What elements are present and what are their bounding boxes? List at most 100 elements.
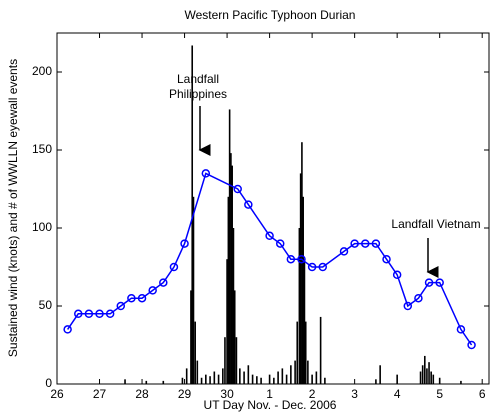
wind-marker (180, 239, 189, 248)
wind-marker (148, 286, 157, 295)
annotation: Landfall (177, 72, 219, 86)
event-bar (315, 371, 318, 384)
wind-marker (275, 239, 285, 248)
x-tick-label: 28 (135, 387, 149, 401)
wind-marker (456, 325, 466, 334)
event-bar (209, 376, 211, 384)
event-bar (247, 365, 250, 384)
chart-title: Western Pacific Typhoon Durian (185, 8, 356, 22)
wind-marker (169, 262, 179, 272)
y-axis-label: Sustained wind (knots) and # of WWLLN ey… (6, 59, 20, 357)
plot-area (63, 45, 476, 384)
event-bar (213, 371, 216, 384)
x-tick-label: 29 (178, 387, 192, 401)
event-bar (460, 380, 462, 384)
event-bar (232, 228, 235, 384)
event-bar (251, 374, 254, 384)
wind-marker (382, 254, 391, 264)
event-bar (124, 379, 126, 384)
wind-marker (339, 247, 349, 256)
event-bar (196, 360, 199, 384)
event-bar (294, 360, 296, 384)
event-bar (191, 45, 194, 384)
event-bar (222, 368, 224, 384)
x-tick-label: 27 (93, 387, 107, 401)
x-axis-label: UT Day Nov. - Dec. 2006 (204, 398, 337, 412)
y-tick-label: 150 (32, 142, 52, 156)
x-tick-label: 5 (436, 387, 443, 401)
event-bar (231, 165, 233, 384)
event-bar (190, 290, 192, 384)
wind-marker (392, 270, 402, 280)
wind-marker (105, 309, 115, 319)
event-bar (145, 380, 148, 384)
event-bar (302, 196, 304, 384)
event-bar (419, 371, 422, 384)
event-bar (192, 196, 195, 384)
wind-marker (159, 278, 168, 287)
wind-marker (233, 184, 242, 194)
wind-marker (414, 293, 423, 303)
wind-marker (244, 200, 253, 209)
wind-marker (297, 254, 306, 264)
x-tick-label: 2 (309, 387, 316, 401)
wind-line (67, 172, 473, 346)
event-bar (230, 153, 232, 384)
annotation: Philippines (169, 87, 227, 101)
event-bar (432, 374, 435, 384)
event-bar (227, 196, 230, 384)
wind-marker (318, 262, 327, 272)
event-bar (296, 321, 299, 384)
axes-frame (56, 32, 490, 385)
event-bar (319, 316, 322, 384)
event-bar (260, 377, 262, 384)
wind-marker (265, 231, 274, 241)
wind-marker (95, 309, 104, 319)
event-bar (194, 321, 196, 384)
event-bar (303, 259, 306, 384)
event-bar (162, 380, 165, 384)
event-bar (243, 371, 245, 384)
y-tick-label: 50 (39, 298, 53, 312)
annotation: Landfall Vietnam (391, 217, 480, 231)
wind-marker (74, 309, 83, 319)
event-bar (430, 371, 432, 384)
event-bar (205, 374, 207, 384)
event-bar (298, 228, 301, 384)
y-tick-label: 100 (32, 220, 52, 234)
wind-marker (424, 278, 434, 287)
event-bar (299, 173, 302, 384)
event-bar (281, 368, 284, 384)
y-tick-label: 0 (45, 376, 52, 390)
x-tick-label: 30 (220, 387, 234, 401)
event-bar (239, 368, 241, 384)
event-bar (273, 377, 275, 384)
wind-marker (201, 169, 211, 178)
event-bar (423, 355, 426, 384)
x-tick-label: 3 (351, 387, 358, 401)
event-bar (379, 365, 381, 384)
event-bar (277, 371, 279, 384)
wind-marker (286, 254, 296, 264)
event-bar (217, 374, 220, 384)
event-bar (226, 259, 228, 384)
x-tick-label: 6 (479, 387, 486, 401)
event-bar (307, 360, 309, 384)
wind-marker (116, 301, 126, 311)
y-tick-label: 200 (32, 64, 52, 78)
wind-marker (403, 301, 413, 311)
event-bar (185, 368, 188, 384)
event-bar (256, 376, 258, 384)
event-bar (224, 337, 226, 384)
wind-marker (361, 239, 370, 248)
wind-marker (371, 239, 381, 248)
event-bar (285, 374, 288, 384)
event-bar (324, 377, 326, 384)
event-bar (290, 365, 292, 384)
wind-marker (137, 293, 147, 303)
event-bar (304, 321, 307, 384)
event-bar (421, 365, 424, 384)
wind-marker (63, 325, 72, 334)
event-bar (181, 377, 184, 384)
